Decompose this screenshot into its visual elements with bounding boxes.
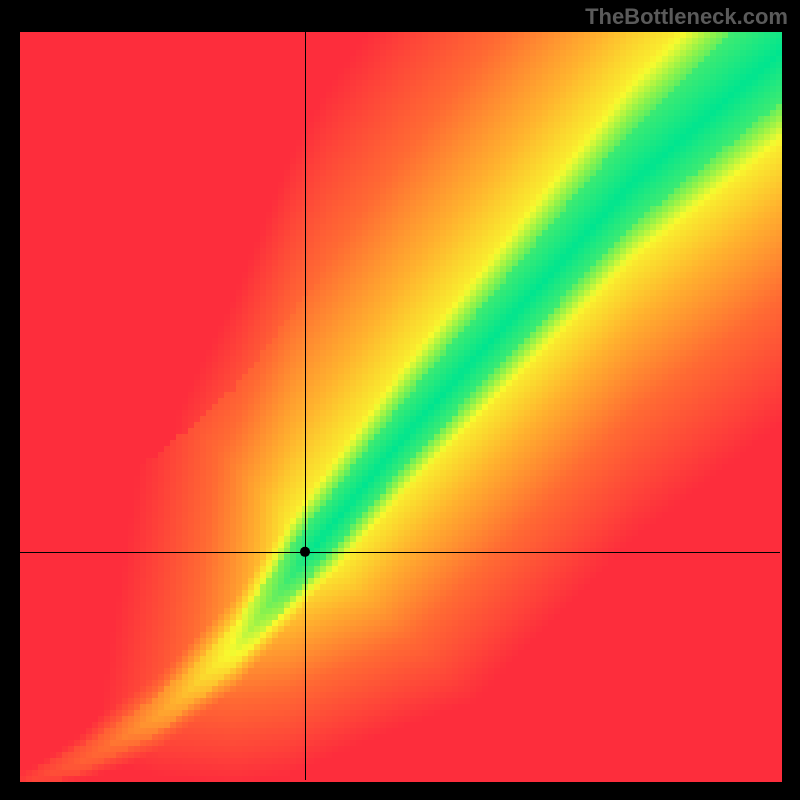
chart-container: TheBottleneck.com [0, 0, 800, 800]
bottleneck-heatmap [0, 0, 800, 800]
watermark-text: TheBottleneck.com [585, 4, 788, 30]
